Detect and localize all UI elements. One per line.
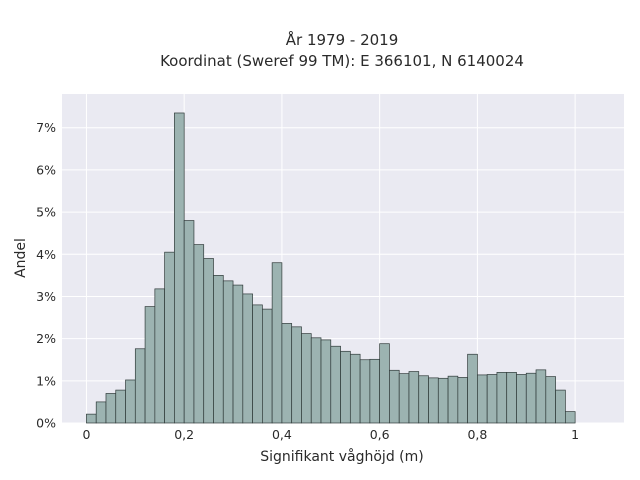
histogram-bar — [125, 379, 136, 424]
histogram-bar — [535, 369, 547, 424]
histogram-bar — [516, 374, 527, 424]
histogram-bar — [457, 377, 468, 424]
y-tick-label: 0% — [36, 416, 56, 431]
histogram-bar — [164, 251, 175, 424]
histogram-bar — [408, 371, 420, 424]
histogram-bar — [291, 326, 302, 424]
histogram-bar — [496, 372, 508, 424]
histogram-bar — [525, 372, 537, 424]
histogram-bar — [389, 369, 400, 424]
x-axis-ticks: 0 0,2 0,4 0,6 0,8 1 — [82, 427, 579, 442]
histogram-bar — [281, 323, 293, 424]
x-tick-label: 0,2 — [174, 427, 194, 442]
chart-title-line-2: Koordinat (Sweref 99 TM): E 366101, N 61… — [160, 52, 524, 70]
histogram-bar — [252, 304, 263, 424]
histogram-bar — [262, 308, 273, 424]
histogram-bar — [174, 112, 185, 424]
histogram-bar — [486, 374, 498, 424]
histogram-bar — [144, 306, 156, 424]
histogram-bar — [477, 374, 488, 424]
histogram-bar — [359, 359, 371, 424]
x-axis-label: Signifikant våghöjd (m) — [260, 448, 423, 465]
histogram-bar — [183, 220, 195, 424]
histogram-bar — [330, 345, 341, 424]
histogram-bars — [86, 112, 576, 424]
histogram-bar — [115, 389, 126, 424]
x-tick-label: 0,4 — [272, 427, 292, 442]
histogram-bar — [222, 280, 234, 424]
histogram-bar — [193, 244, 205, 424]
histogram-bar — [271, 262, 283, 424]
histogram-bar — [203, 258, 214, 424]
histogram-bar — [398, 373, 410, 424]
y-tick-label: 3% — [36, 289, 56, 304]
y-tick-label: 7% — [36, 120, 56, 135]
histogram-bar — [232, 284, 244, 424]
histogram-bar — [105, 393, 117, 424]
y-tick-label: 5% — [36, 205, 56, 220]
histogram-bar — [555, 389, 566, 424]
histogram-bar — [213, 275, 224, 424]
histogram-bar — [467, 353, 478, 424]
x-tick-label: 0 — [82, 427, 90, 442]
histogram-bar — [369, 358, 381, 424]
y-tick-label: 4% — [36, 247, 56, 262]
x-tick-label: 0,8 — [467, 427, 487, 442]
histogram-bar — [310, 337, 322, 424]
y-tick-label: 6% — [36, 162, 56, 177]
histogram-bar — [242, 293, 253, 424]
histogram-bar — [565, 411, 576, 424]
histogram-bar — [134, 348, 146, 424]
y-tick-label: 2% — [36, 331, 56, 346]
x-tick-label: 0,6 — [370, 427, 390, 442]
y-tick-label: 1% — [36, 373, 56, 388]
histogram-bar — [379, 343, 390, 424]
histogram-bar — [506, 372, 517, 424]
histogram-bar — [320, 339, 332, 424]
y-axis-ticks: 0% 1% 2% 3% 4% 5% 6% 7% — [36, 120, 56, 430]
histogram-bar — [428, 377, 439, 424]
histogram-bar — [418, 375, 429, 424]
histogram-bar — [349, 353, 361, 424]
x-tick-label: 1 — [571, 427, 579, 442]
histogram-bar — [447, 375, 459, 424]
histogram-bar — [340, 350, 351, 424]
histogram-bar — [301, 333, 312, 424]
histogram-bar — [95, 401, 107, 424]
histogram-bar — [154, 288, 165, 424]
histogram-bar — [545, 376, 556, 424]
histogram-bar — [437, 377, 449, 424]
histogram-bar — [86, 413, 97, 424]
chart-title-line-1: År 1979 - 2019 — [286, 30, 399, 49]
y-axis-label: Andel — [13, 238, 29, 278]
